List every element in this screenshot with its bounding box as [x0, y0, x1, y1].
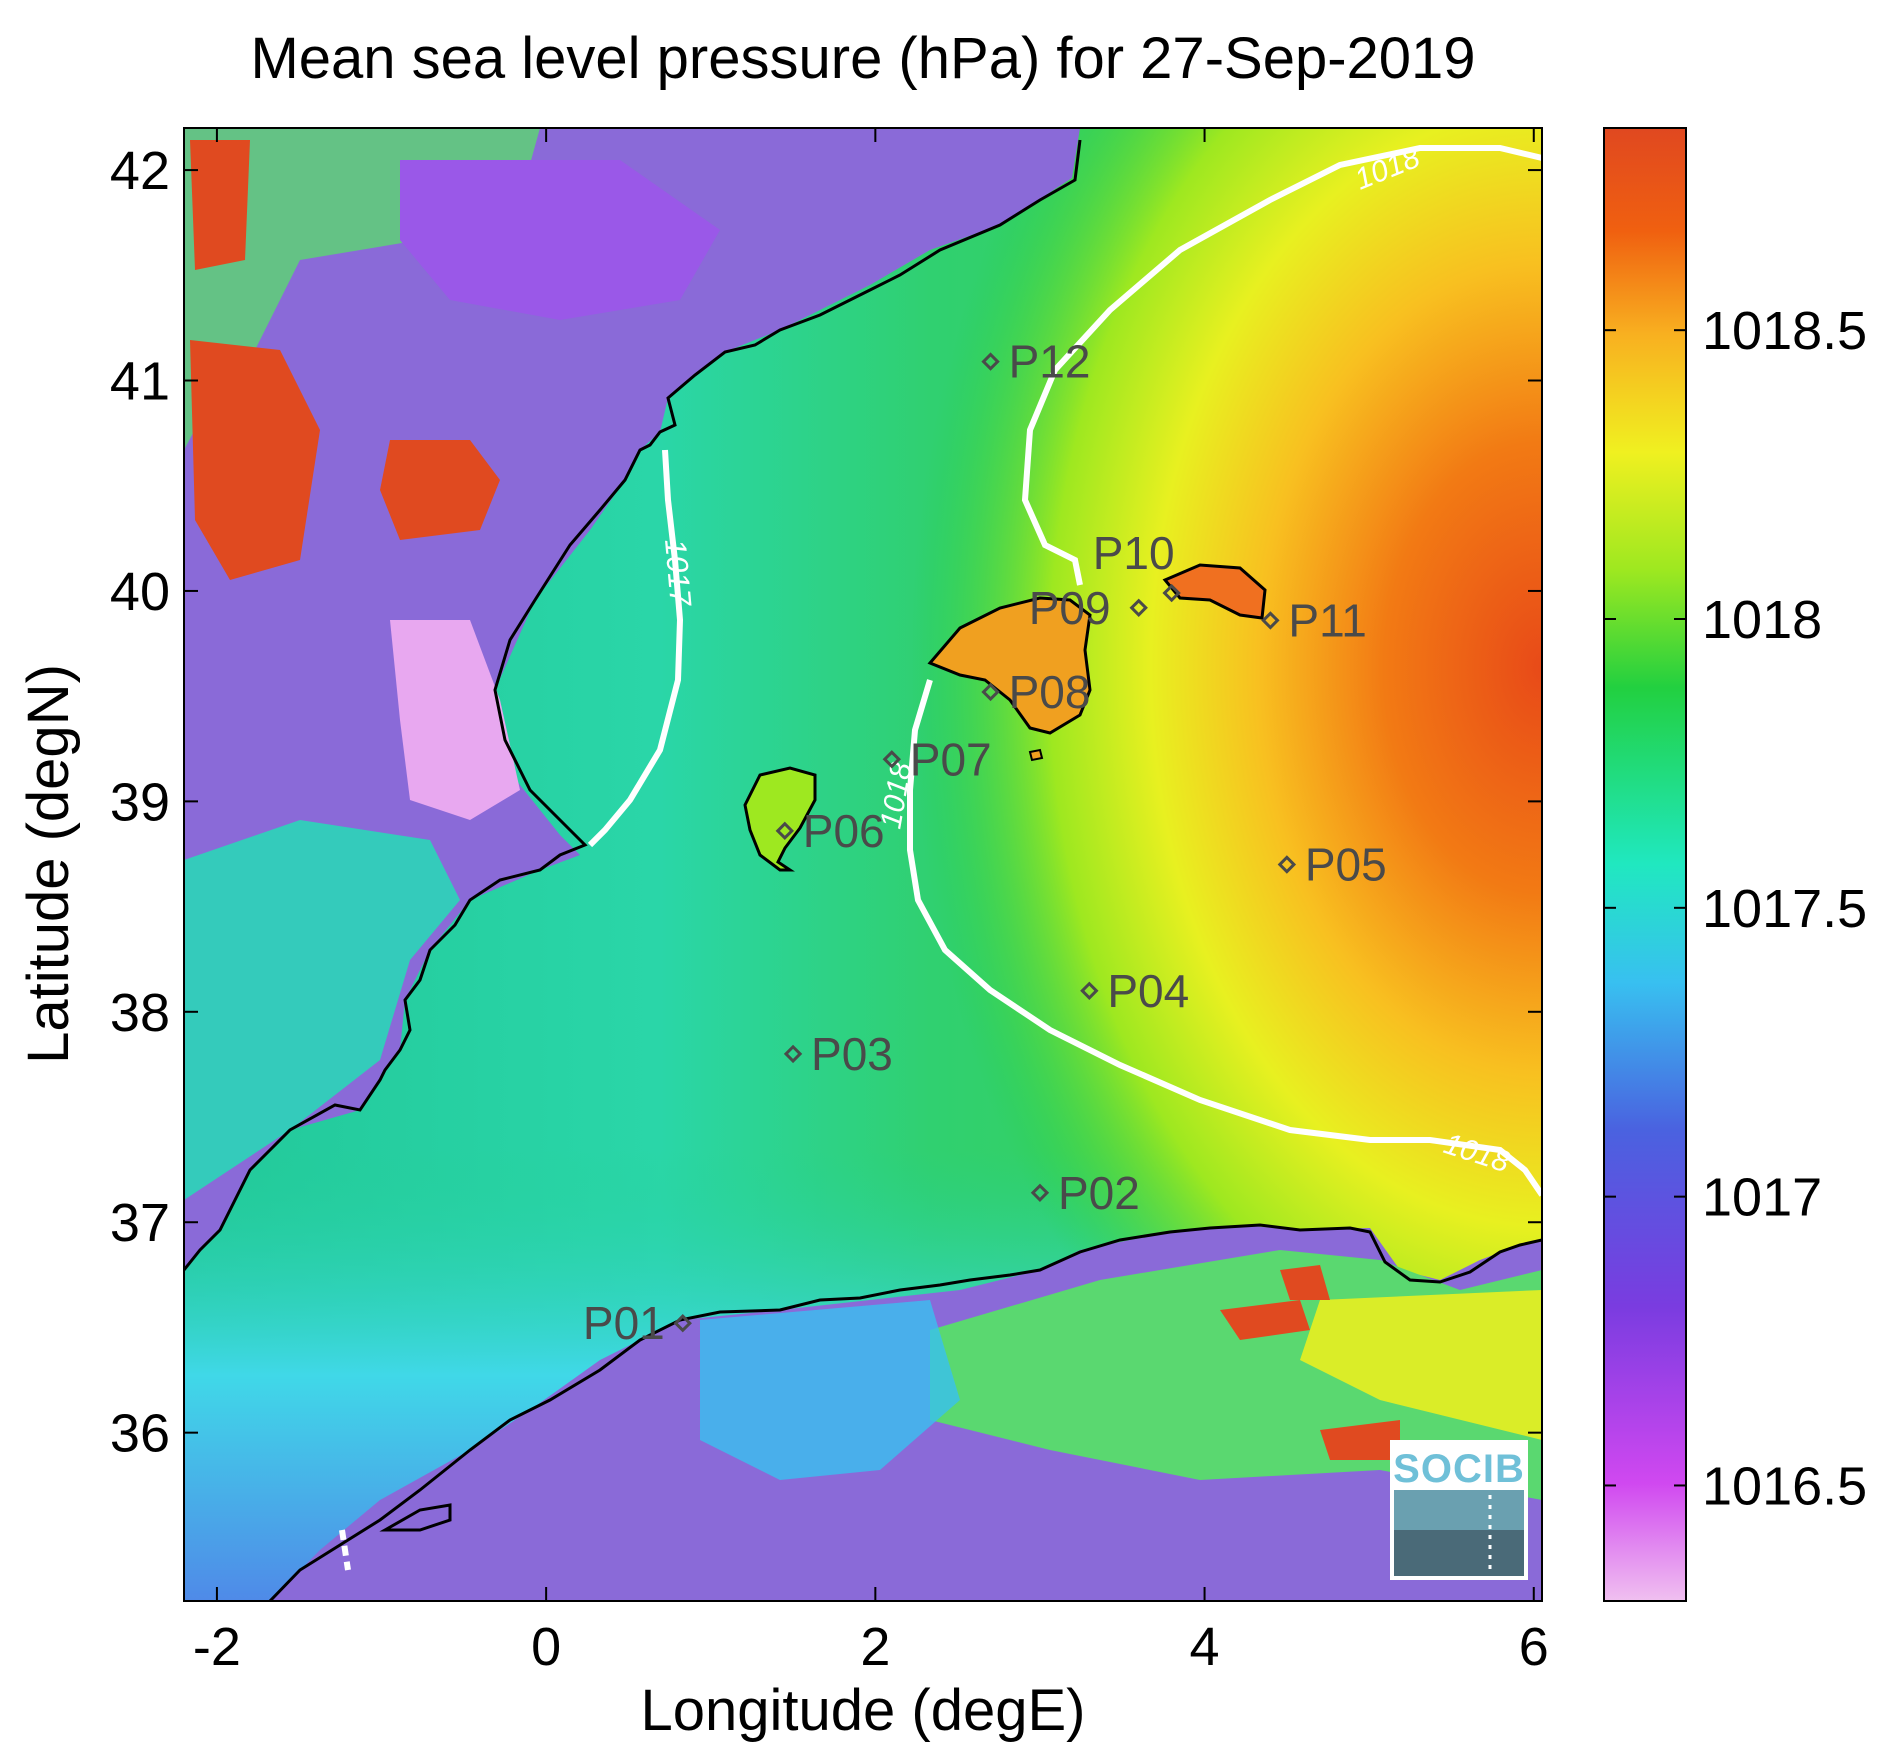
- north-africa-red-spot-1: [1220, 1300, 1310, 1340]
- point-label: P03: [811, 1028, 893, 1080]
- isobar-1018-north: [1021, 145, 1542, 586]
- isobar-1018-south: [907, 679, 1542, 1197]
- x-tick-label: 0: [531, 1617, 561, 1677]
- y-tick-label: 38: [110, 983, 170, 1043]
- logo-text: SOCIB: [1393, 1447, 1525, 1491]
- iberia-red-patch-2: [380, 440, 500, 540]
- point-p10: P10: [1093, 527, 1181, 603]
- point-marker-icon: [1277, 855, 1297, 874]
- y-axis: 36 37 38 39 40 41 42: [110, 141, 1542, 1464]
- point-marker-icon: [673, 1314, 692, 1333]
- colorbar: [1603, 127, 1687, 1602]
- point-marker-icon: [1162, 583, 1181, 603]
- plot-frame: [183, 127, 1543, 1602]
- x-tick-label: 4: [1190, 1617, 1220, 1677]
- socib-logo: SOCIB: [1390, 1440, 1528, 1580]
- y-tick-label: 39: [110, 772, 170, 832]
- isobar-1017-southwest: [339, 1529, 351, 1571]
- point-label: P06: [803, 805, 885, 857]
- iberia-red-patch-1: [190, 340, 320, 580]
- colorbar-tick-label: 1017.5: [1702, 879, 1867, 939]
- colorbar-tick-label: 1017: [1702, 1168, 1822, 1228]
- y-tick-label: 40: [110, 562, 170, 622]
- point-p08: P08: [981, 666, 1091, 718]
- point-p01: P01: [583, 1297, 692, 1349]
- point-marker-icon: [1030, 1183, 1050, 1202]
- alboran-land: [379, 1503, 452, 1532]
- contour-label-1017: 1017: [658, 538, 697, 609]
- iberia-land: [184, 128, 1080, 1270]
- point-p11: P11: [1261, 594, 1367, 646]
- north-africa-red-spot-2: [1320, 1420, 1400, 1460]
- ibiza-island: [743, 766, 817, 872]
- north-africa-cyan-band: [700, 1300, 960, 1480]
- x-axis: -2 0 2 4 6: [193, 128, 1549, 1677]
- point-p02: P02: [1030, 1167, 1140, 1219]
- plot-area: 1018 1017 1018 1018 P01P02P03P04P05P06P0…: [184, 128, 1542, 1601]
- iberia-green-south: [184, 820, 460, 1200]
- colorbar-tick-label: 1016.5: [1702, 1456, 1867, 1516]
- point-label: P11: [1288, 594, 1366, 646]
- point-label: P05: [1305, 839, 1387, 891]
- x-tick-label: 2: [860, 1617, 890, 1677]
- point-label: P07: [910, 733, 992, 785]
- point-p03: P03: [783, 1028, 893, 1080]
- colorbar-tick-label: 1018.5: [1702, 301, 1867, 361]
- point-p12: P12: [981, 336, 1091, 388]
- point-label: P04: [1107, 965, 1189, 1017]
- point-p04: P04: [1080, 965, 1189, 1017]
- cabrera-island: [1028, 748, 1044, 762]
- isobar-1017-west: [587, 449, 684, 848]
- point-marker-icon: [1261, 611, 1280, 630]
- point-label: P08: [1009, 666, 1091, 718]
- point-label: P01: [583, 1297, 665, 1349]
- north-africa-red-spot-3: [1280, 1265, 1330, 1300]
- point-marker-icon: [783, 1044, 803, 1064]
- africa-coastline: [268, 1223, 1542, 1601]
- y-tick-label: 37: [110, 1193, 170, 1253]
- colorbar-ticks: 1016.5 1017 1017.5 1018 1018.5: [1604, 301, 1867, 1516]
- iberia-coastline: [184, 139, 1082, 1271]
- chart-title: Mean sea level pressure (hPa) for 27-Sep…: [250, 26, 1475, 91]
- x-axis-label: Longitude (degE): [641, 1678, 1086, 1743]
- point-marker-icon: [775, 821, 795, 841]
- colorbar-tick-label: 1018: [1702, 590, 1822, 650]
- point-label: P12: [1009, 336, 1091, 388]
- x-tick-label: -2: [193, 1617, 241, 1677]
- iberia-red-patch-3: [190, 140, 250, 270]
- point-marker-icon: [981, 352, 1000, 371]
- point-marker-icon: [981, 682, 1000, 702]
- y-axis-label: Latitude (degN): [16, 664, 81, 1064]
- point-label: P02: [1058, 1167, 1140, 1219]
- y-tick-label: 42: [110, 141, 170, 201]
- north-africa-yellow-band: [1300, 1290, 1542, 1440]
- point-marker-icon: [1080, 981, 1099, 1000]
- iberia-plateau-low: [390, 620, 520, 820]
- point-p07: P07: [882, 733, 992, 785]
- eastern-high-field: [700, 128, 1542, 1328]
- point-marker-icon: [882, 750, 901, 769]
- point-marker-icon: [1129, 598, 1148, 617]
- y-tick-label: 41: [110, 352, 170, 412]
- iberia-purple-north: [400, 160, 720, 320]
- point-p09: P09: [1029, 582, 1148, 634]
- point-label: P10: [1093, 527, 1175, 579]
- x-tick-label: 6: [1519, 1617, 1549, 1677]
- y-tick-label: 36: [110, 1404, 170, 1464]
- menorca-island: [1162, 563, 1267, 620]
- point-label: P09: [1029, 582, 1111, 634]
- point-p05: P05: [1277, 839, 1387, 891]
- point-p06: P06: [775, 805, 885, 857]
